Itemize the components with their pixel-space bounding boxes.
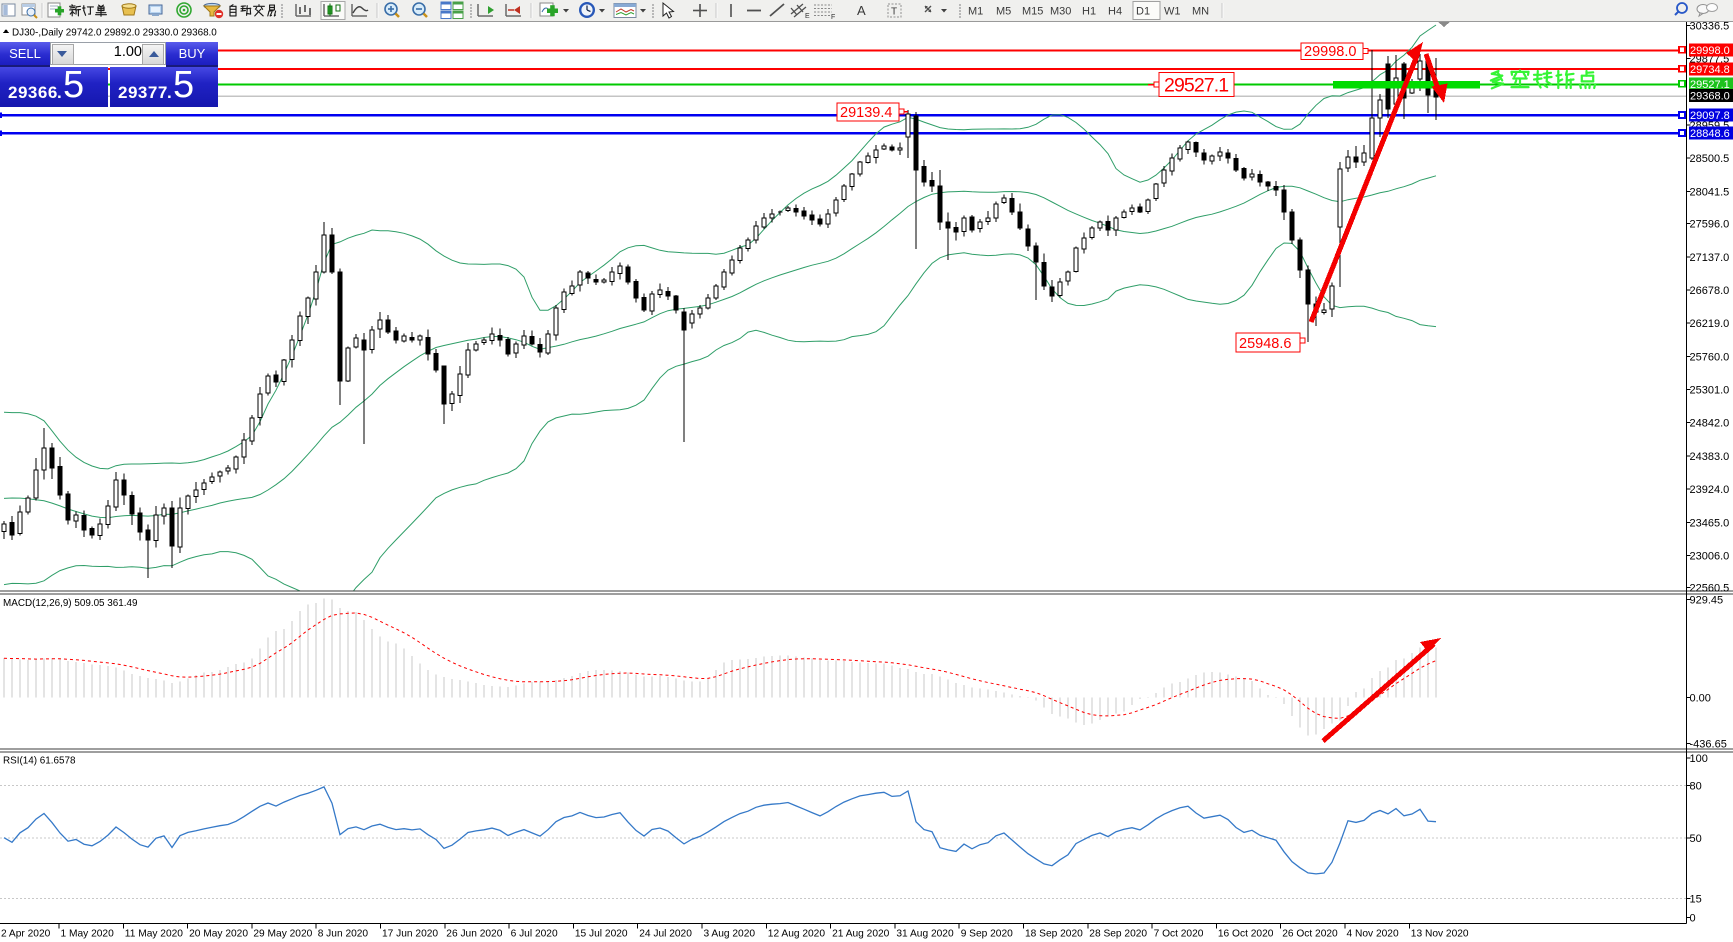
svg-text:29 May 2020: 29 May 2020 xyxy=(253,929,312,940)
svg-text:23006.0: 23006.0 xyxy=(1690,551,1730,563)
svg-text:28 Sep 2020: 28 Sep 2020 xyxy=(1089,929,1147,940)
svg-text:RSI(14) 61.6578: RSI(14) 61.6578 xyxy=(3,756,76,767)
svg-text:26 Oct 2020: 26 Oct 2020 xyxy=(1282,929,1338,940)
svg-text:DJ30-,Daily 29742.0 29892.0 2: DJ30-,Daily 29742.0 29892.0 29330.0 2936… xyxy=(12,28,217,39)
svg-text:W1: W1 xyxy=(1164,6,1181,18)
svg-text:21 Aug 2020: 21 Aug 2020 xyxy=(832,929,890,940)
svg-text:M30: M30 xyxy=(1050,6,1071,18)
svg-text:T: T xyxy=(891,7,897,18)
svg-text:9 Sep 2020: 9 Sep 2020 xyxy=(961,929,1013,940)
svg-text:28500.5: 28500.5 xyxy=(1690,153,1730,165)
svg-text:1 May 2020: 1 May 2020 xyxy=(61,929,115,940)
svg-text:26678.0: 26678.0 xyxy=(1690,285,1730,297)
svg-text:29998.0: 29998.0 xyxy=(1304,44,1356,60)
svg-text:M1: M1 xyxy=(968,6,983,18)
svg-text:28848.6: 28848.6 xyxy=(1690,128,1730,140)
svg-text:M5: M5 xyxy=(996,6,1011,18)
svg-text:26 Jun 2020: 26 Jun 2020 xyxy=(446,929,502,940)
svg-text:15 Jul 2020: 15 Jul 2020 xyxy=(575,929,628,940)
svg-text:23465.0: 23465.0 xyxy=(1690,517,1730,529)
svg-text:17 Jun 2020: 17 Jun 2020 xyxy=(382,929,438,940)
svg-text:-436.65: -436.65 xyxy=(1690,739,1727,751)
svg-text:29527.1: 29527.1 xyxy=(1164,75,1228,97)
svg-text:0: 0 xyxy=(1690,912,1696,924)
svg-text:MACD(12,26,9) 509.05 361.49: MACD(12,26,9) 509.05 361.49 xyxy=(3,598,138,609)
svg-text:29734.8: 29734.8 xyxy=(1690,64,1730,76)
svg-text:8 Jun 2020: 8 Jun 2020 xyxy=(318,929,369,940)
svg-text:0.00: 0.00 xyxy=(1690,693,1711,705)
svg-text:2 Apr 2020: 2 Apr 2020 xyxy=(1,929,51,940)
svg-text:16 Oct 2020: 16 Oct 2020 xyxy=(1218,929,1274,940)
svg-text:25301.0: 25301.0 xyxy=(1690,385,1730,397)
svg-text:31 Aug 2020: 31 Aug 2020 xyxy=(896,929,954,940)
svg-text:3 Aug 2020: 3 Aug 2020 xyxy=(704,929,756,940)
svg-text:30336.5: 30336.5 xyxy=(1690,20,1730,32)
svg-text:24842.0: 24842.0 xyxy=(1690,418,1730,430)
svg-text:12 Aug 2020: 12 Aug 2020 xyxy=(768,929,826,940)
svg-text:24 Jul 2020: 24 Jul 2020 xyxy=(639,929,692,940)
svg-text:29368.0: 29368.0 xyxy=(1690,90,1730,102)
svg-text:22560.5: 22560.5 xyxy=(1690,583,1730,595)
svg-text:100: 100 xyxy=(1690,753,1708,765)
svg-text:929.45: 929.45 xyxy=(1690,595,1724,607)
svg-text:M15: M15 xyxy=(1022,6,1043,18)
svg-text:18 Sep 2020: 18 Sep 2020 xyxy=(1025,929,1083,940)
svg-text:H1: H1 xyxy=(1082,6,1096,18)
svg-text:15: 15 xyxy=(1690,894,1702,906)
svg-text:11 May 2020: 11 May 2020 xyxy=(125,929,183,940)
svg-text:F: F xyxy=(831,14,835,21)
svg-text:28041.5: 28041.5 xyxy=(1690,186,1730,198)
svg-text:A: A xyxy=(857,3,866,18)
svg-text:7 Oct 2020: 7 Oct 2020 xyxy=(1154,929,1204,940)
svg-text:29097.8: 29097.8 xyxy=(1690,110,1730,122)
svg-text:26219.0: 26219.0 xyxy=(1690,318,1730,330)
svg-text:E: E xyxy=(805,13,810,20)
svg-text:29527.1: 29527.1 xyxy=(1690,79,1730,91)
svg-text:27137.0: 27137.0 xyxy=(1690,252,1730,264)
svg-text:20 May 2020: 20 May 2020 xyxy=(189,929,248,940)
svg-text:4 Nov 2020: 4 Nov 2020 xyxy=(1347,929,1399,940)
svg-text:23924.0: 23924.0 xyxy=(1690,484,1730,496)
svg-text:25948.6: 25948.6 xyxy=(1239,336,1291,352)
svg-text:29139.4: 29139.4 xyxy=(840,105,892,121)
svg-text:D1: D1 xyxy=(1136,6,1150,18)
svg-text:13 Nov 2020: 13 Nov 2020 xyxy=(1411,929,1469,940)
svg-text:25760.0: 25760.0 xyxy=(1690,351,1730,363)
svg-text:H4: H4 xyxy=(1108,6,1122,18)
svg-text:80: 80 xyxy=(1690,781,1702,793)
svg-text:24383.0: 24383.0 xyxy=(1690,451,1730,463)
svg-text:50: 50 xyxy=(1690,833,1702,845)
svg-text:6 Jul 2020: 6 Jul 2020 xyxy=(511,929,558,940)
svg-text:29998.0: 29998.0 xyxy=(1690,45,1730,57)
svg-text:MN: MN xyxy=(1192,6,1209,18)
svg-text:27596.0: 27596.0 xyxy=(1690,219,1730,231)
